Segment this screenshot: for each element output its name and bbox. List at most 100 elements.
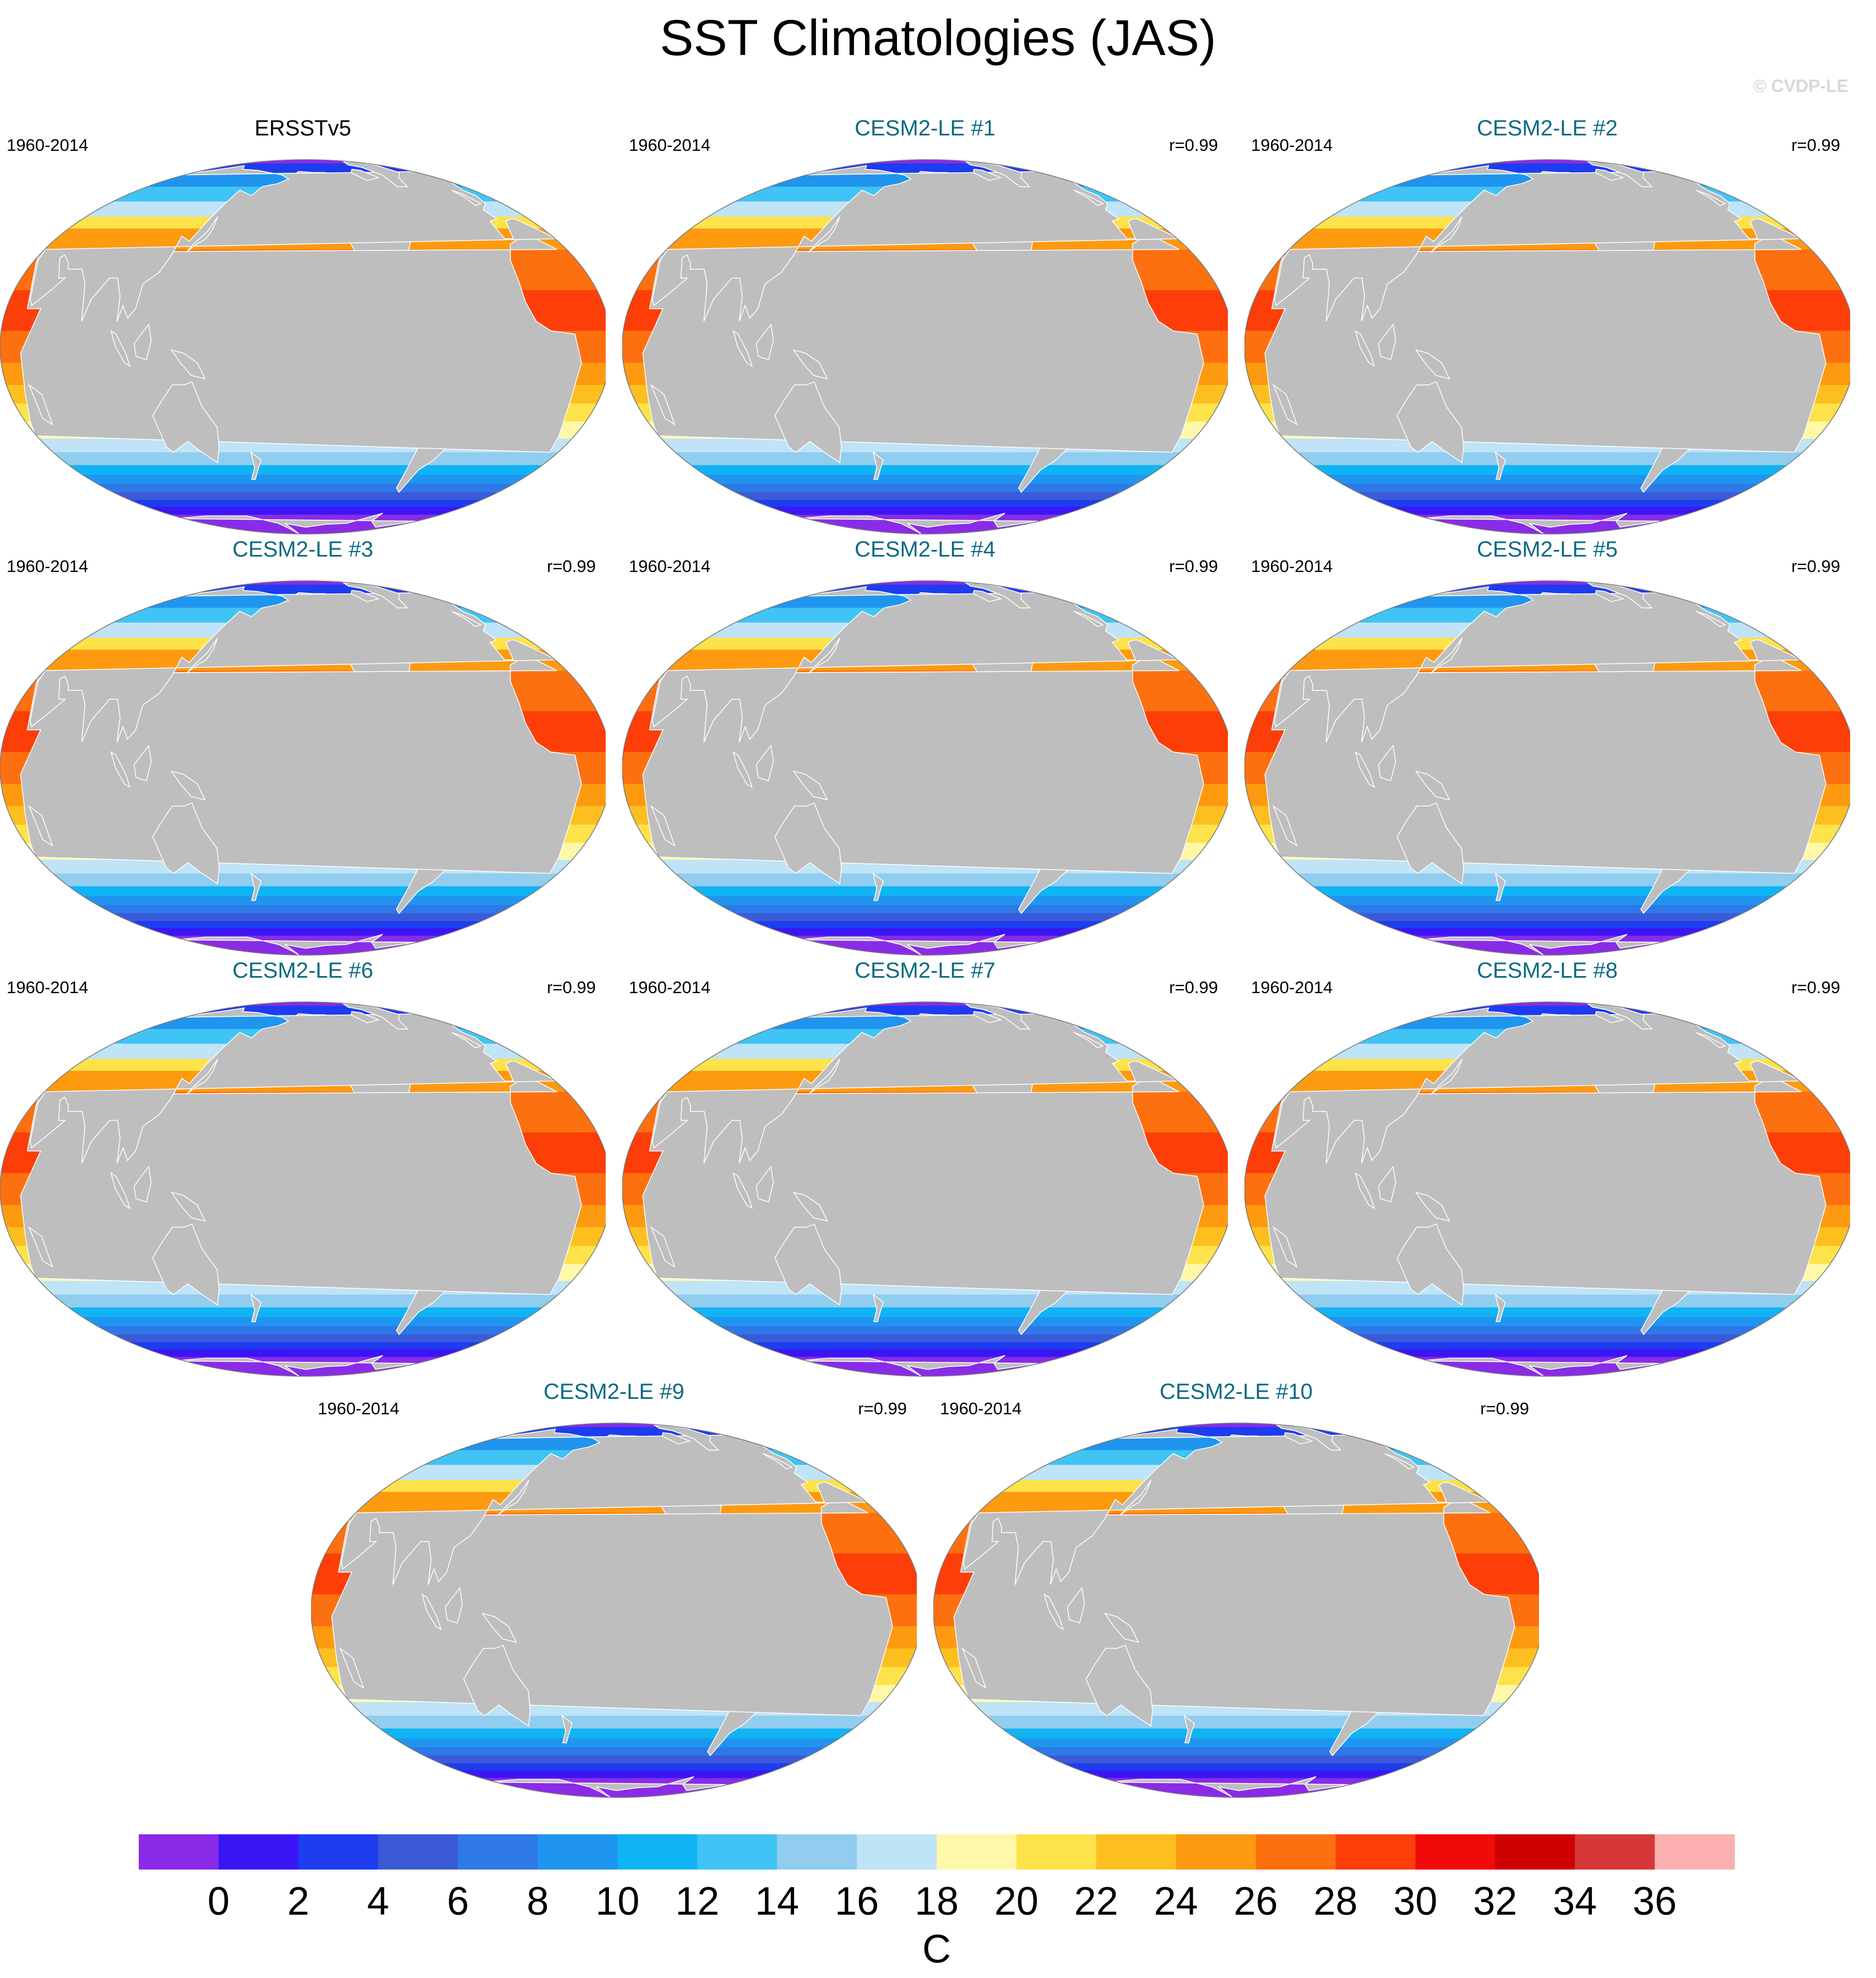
land-madagascar bbox=[1272, 1226, 1298, 1268]
sst-band-15 bbox=[622, 873, 1228, 887]
colorbar-swatch-2 bbox=[298, 1834, 379, 1870]
land-australia bbox=[774, 1223, 842, 1306]
panel-title: CESM2-LE #9 bbox=[543, 1380, 684, 1404]
sst-band-17 bbox=[1244, 475, 1850, 484]
land-new-zealand bbox=[1494, 451, 1506, 480]
sst-band-0 bbox=[1244, 1002, 1850, 1006]
sst-band-18 bbox=[0, 483, 606, 493]
sst-band-19 bbox=[1244, 1334, 1850, 1343]
sst-band-20 bbox=[622, 500, 1228, 508]
land-australia bbox=[1396, 1223, 1464, 1306]
land-british-isles bbox=[1695, 611, 1726, 628]
land-baffin-island bbox=[1284, 1432, 1314, 1445]
colorbar-tick-label: 24 bbox=[1154, 1879, 1198, 1923]
land-baffin-island bbox=[350, 1011, 380, 1023]
land-australia bbox=[152, 1223, 220, 1306]
sst-band-0 bbox=[0, 160, 606, 164]
colorbar-tick-label: 8 bbox=[526, 1879, 548, 1923]
pattern-correlation: r=0.99 bbox=[547, 978, 596, 997]
sst-band-17 bbox=[0, 475, 606, 484]
land-sumatra bbox=[1355, 751, 1375, 788]
land-borneo bbox=[755, 744, 774, 782]
sst-band-0 bbox=[622, 1002, 1228, 1006]
sst-band-18 bbox=[1244, 904, 1850, 914]
sst-band-19 bbox=[0, 492, 606, 501]
land-borneo bbox=[755, 323, 774, 361]
land-borneo bbox=[755, 1165, 774, 1203]
land-new-zealand bbox=[872, 872, 884, 901]
land-baffin-island bbox=[661, 1432, 692, 1445]
map-panel-m7: CESM2-LE #7 1960-2014 r=0.99 bbox=[622, 947, 1228, 1377]
map-panel-m10: CESM2-LE #10 1960-2014 r=0.99 bbox=[933, 1368, 1539, 1798]
colorbar-swatch-15 bbox=[1335, 1834, 1416, 1870]
land-new-zealand bbox=[250, 451, 262, 480]
sst-band-16 bbox=[622, 886, 1228, 897]
panel-title: ERSSTv5 bbox=[254, 116, 351, 140]
land-baffin-island bbox=[1595, 590, 1625, 602]
land-australia bbox=[1085, 1644, 1153, 1727]
colorbar-swatch-10 bbox=[937, 1834, 1017, 1870]
sst-band-19 bbox=[1244, 913, 1850, 922]
land-sumatra bbox=[1355, 1172, 1375, 1209]
land-sumatra bbox=[732, 330, 753, 367]
land-japan bbox=[1430, 216, 1463, 253]
sst-band-20 bbox=[933, 1763, 1539, 1771]
land-sumatra bbox=[1043, 1593, 1064, 1631]
colorbar-swatch-7 bbox=[697, 1834, 777, 1870]
land-new-guinea bbox=[792, 1191, 828, 1222]
land-baffin-island bbox=[972, 1011, 1003, 1023]
land-new-guinea bbox=[792, 349, 828, 379]
sst-band-0 bbox=[1244, 581, 1850, 585]
colorbar-tick-label: 22 bbox=[1074, 1879, 1118, 1923]
colorbar-swatch-13 bbox=[1176, 1834, 1257, 1870]
land-japan bbox=[186, 216, 219, 253]
colorbar-tick-label: 36 bbox=[1633, 1879, 1677, 1923]
sst-map bbox=[1244, 159, 1850, 535]
colorbar-swatch-4 bbox=[458, 1834, 538, 1870]
map-panel-m3: CESM2-LE #3 1960-2014 r=0.99 bbox=[0, 526, 606, 956]
land-new-guinea bbox=[170, 770, 206, 800]
sst-band-16 bbox=[1244, 1307, 1850, 1318]
colorbar-tick-label: 28 bbox=[1313, 1879, 1357, 1923]
panel-period: 1960-2014 bbox=[629, 557, 711, 576]
land-british-isles bbox=[451, 189, 482, 206]
colorbar-swatch-17 bbox=[1495, 1834, 1575, 1870]
map-outline bbox=[0, 580, 606, 956]
sst-band-15 bbox=[622, 452, 1228, 466]
panel-title: CESM2-LE #5 bbox=[1477, 537, 1618, 562]
land-sumatra bbox=[732, 1172, 753, 1209]
colorbar-tick-label: 16 bbox=[835, 1879, 879, 1923]
sst-band-15 bbox=[0, 452, 606, 466]
sst-band-18 bbox=[622, 483, 1228, 493]
land-british-isles bbox=[1695, 189, 1726, 206]
map-panel-m6: CESM2-LE #6 1960-2014 r=0.99 bbox=[0, 947, 606, 1377]
sst-band-16 bbox=[622, 1307, 1228, 1318]
sst-band-17 bbox=[622, 1317, 1228, 1327]
pattern-correlation: r=0.99 bbox=[858, 1399, 907, 1418]
sst-band-19 bbox=[622, 913, 1228, 922]
sst-map bbox=[622, 1001, 1228, 1377]
land-new-guinea bbox=[170, 1191, 206, 1222]
sst-band-19 bbox=[622, 1334, 1228, 1343]
panel-period: 1960-2014 bbox=[629, 135, 711, 155]
pattern-correlation: r=0.99 bbox=[1480, 1399, 1529, 1418]
map-outline bbox=[622, 159, 1228, 535]
sst-band-20 bbox=[1244, 921, 1850, 929]
colorbar-swatch-0 bbox=[139, 1834, 219, 1870]
sst-band-20 bbox=[622, 921, 1228, 929]
sst-band-18 bbox=[0, 1326, 606, 1336]
sst-band-19 bbox=[622, 492, 1228, 501]
colorbar-swatch-8 bbox=[777, 1834, 857, 1870]
sst-band-18 bbox=[933, 1747, 1539, 1757]
land-japan bbox=[1430, 637, 1463, 674]
panel-title: CESM2-LE #1 bbox=[855, 116, 996, 140]
sst-band-15 bbox=[0, 873, 606, 887]
panel-title: CESM2-LE #2 bbox=[1477, 116, 1618, 140]
land-madagascar bbox=[339, 1647, 365, 1689]
land-japan bbox=[186, 1058, 219, 1095]
sst-band-16 bbox=[1244, 465, 1850, 476]
sst-band-15 bbox=[622, 1294, 1228, 1308]
sst-band-0 bbox=[0, 581, 606, 585]
land-borneo bbox=[133, 1165, 152, 1203]
sst-band-20 bbox=[1244, 500, 1850, 508]
